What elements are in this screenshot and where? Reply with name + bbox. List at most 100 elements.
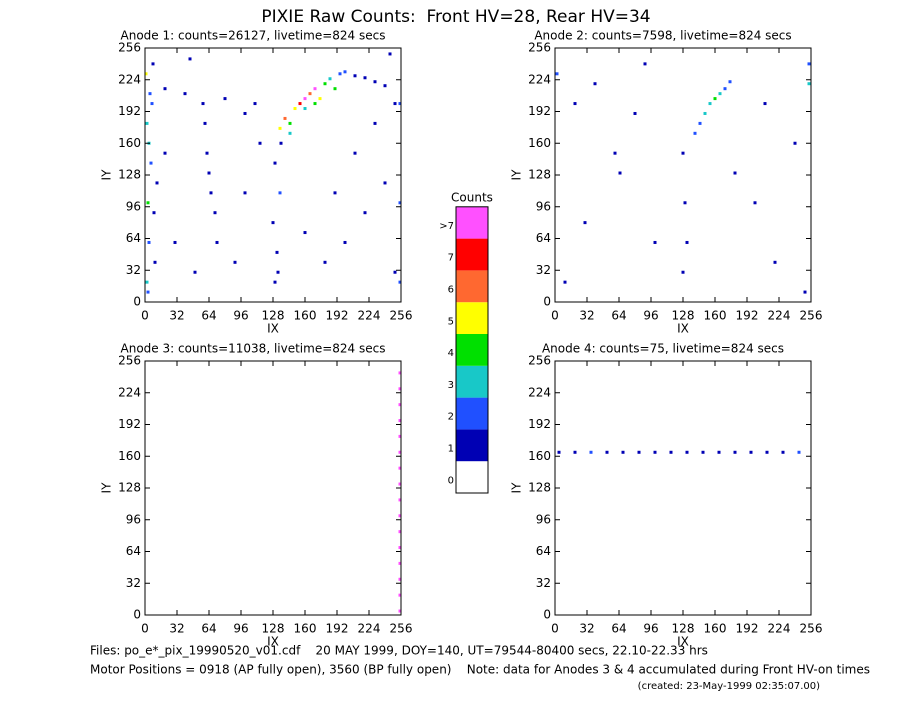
data-point: [243, 111, 247, 115]
colorbar-title: Counts: [451, 190, 493, 204]
y-tick-label: 256: [118, 354, 141, 368]
x-tick-label: 160: [294, 622, 317, 636]
data-point: [258, 141, 262, 145]
data-point: [613, 151, 617, 155]
colorbar-swatch: [456, 461, 488, 493]
data-point: [147, 240, 151, 244]
y-axis-label: IY: [510, 482, 524, 494]
data-point: [605, 450, 609, 454]
data-point: [555, 72, 559, 76]
data-point: [398, 387, 402, 391]
data-point: [275, 250, 279, 254]
data-point: [763, 102, 767, 106]
panel-title: Anode 2: counts=7598, livetime=824 secs: [534, 29, 791, 43]
y-tick-label: 32: [536, 263, 551, 277]
data-point: [618, 171, 622, 175]
x-tick-label: 128: [262, 309, 285, 323]
data-point: [573, 450, 577, 454]
data-point: [803, 290, 807, 294]
data-point: [398, 498, 402, 502]
data-point: [765, 450, 769, 454]
x-tick-label: 128: [672, 309, 695, 323]
x-tick-label: 192: [326, 309, 349, 323]
data-point: [398, 450, 402, 454]
data-point: [183, 92, 187, 96]
data-point: [557, 450, 561, 454]
data-point: [152, 211, 156, 215]
x-tick-label: 160: [704, 622, 727, 636]
data-point: [398, 434, 402, 438]
data-point: [708, 102, 712, 106]
data-point: [328, 77, 332, 81]
data-point: [398, 466, 402, 470]
x-tick-label: 32: [579, 309, 594, 323]
data-point: [373, 80, 377, 84]
data-point: [383, 181, 387, 185]
data-point: [685, 450, 689, 454]
data-point: [313, 102, 317, 106]
data-point: [353, 74, 357, 78]
data-point: [589, 450, 593, 454]
data-point: [563, 280, 567, 284]
data-point: [303, 107, 307, 111]
colorbar-label: >7: [439, 221, 454, 232]
colorbar-label: 3: [448, 380, 454, 391]
data-point: [243, 191, 247, 195]
x-tick-label: 256: [390, 309, 413, 323]
data-point: [207, 171, 211, 175]
x-axis-label: IX: [677, 635, 689, 649]
data-point: [683, 201, 687, 205]
data-point: [398, 514, 402, 518]
colorbar-label: 5: [448, 316, 454, 327]
data-point: [323, 82, 327, 86]
data-point: [288, 121, 292, 125]
data-point: [393, 270, 397, 274]
data-point: [583, 221, 587, 225]
data-point: [303, 97, 307, 101]
data-point: [398, 371, 402, 375]
data-point: [213, 211, 217, 215]
data-point: [807, 82, 811, 86]
y-tick-label: 256: [528, 41, 551, 55]
y-tick-label: 64: [126, 544, 141, 558]
data-point: [703, 111, 707, 115]
data-point: [363, 76, 367, 80]
y-axis-label: IY: [510, 169, 524, 181]
y-tick-label: 96: [536, 512, 551, 526]
data-point: [278, 126, 282, 130]
x-tick-label: 32: [169, 622, 184, 636]
x-tick-label: 0: [141, 309, 149, 323]
data-point: [271, 221, 275, 225]
y-tick-label: 128: [528, 481, 551, 495]
data-point: [753, 201, 757, 205]
x-tick-label: 256: [800, 622, 823, 636]
data-point: [398, 577, 402, 581]
x-tick-label: 0: [141, 622, 149, 636]
y-axis-label: IY: [100, 482, 114, 494]
colorbar-label: 4: [448, 348, 454, 359]
y-tick-label: 128: [118, 168, 141, 182]
data-point: [146, 201, 150, 205]
data-point: [273, 280, 277, 284]
colorbar-label: 7: [448, 253, 454, 264]
footer-note: (created: 23-May-1999 02:35:07.00): [638, 681, 820, 692]
data-point: [637, 450, 641, 454]
data-point: [573, 102, 577, 106]
colorbar-swatch: [456, 334, 488, 366]
data-point: [145, 280, 149, 284]
y-tick-label: 128: [118, 481, 141, 495]
data-point: [293, 107, 297, 111]
data-point: [333, 191, 337, 195]
data-point: [163, 87, 167, 91]
y-tick-label: 0: [543, 608, 551, 622]
data-point: [303, 231, 307, 235]
x-tick-label: 192: [736, 622, 759, 636]
footer-note: Files: po_e*_pix_19990520_v01.cdf 20 MAY…: [90, 644, 708, 658]
y-tick-label: 0: [133, 295, 141, 309]
x-tick-label: 64: [611, 622, 626, 636]
data-point: [308, 92, 312, 96]
y-tick-label: 160: [118, 136, 141, 150]
y-tick-label: 160: [528, 449, 551, 463]
data-point: [749, 450, 753, 454]
